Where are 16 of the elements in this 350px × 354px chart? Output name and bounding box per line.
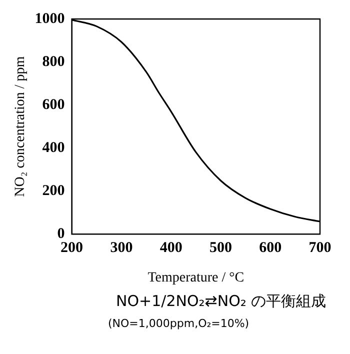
y-tick-label: 400	[42, 140, 65, 156]
text: (NO=1,000ppm,O₂=10%)	[107, 317, 250, 330]
x-axis-title: Temperature / °C	[148, 270, 244, 286]
x-tick-label: 300	[110, 240, 133, 256]
y-tick-label: 1000	[34, 10, 65, 27]
y-tick-label: 800	[42, 54, 65, 70]
x-tick-label: 200	[60, 240, 84, 256]
y-tick-label: 600	[42, 96, 65, 113]
y-axis-title: NO₂ concentration / ppm	[13, 56, 28, 197]
y-tick-label: 0	[57, 226, 65, 242]
x-tick-label: 500	[209, 240, 232, 256]
x-tick-label: 700	[308, 240, 332, 256]
y-tick-label: 200	[42, 183, 65, 200]
x-tick-label: 600	[259, 240, 282, 256]
text: NO+1/2NO₂⇄NO₂ の平衡組成	[115, 292, 328, 311]
x-tick-label: 400	[160, 240, 182, 256]
